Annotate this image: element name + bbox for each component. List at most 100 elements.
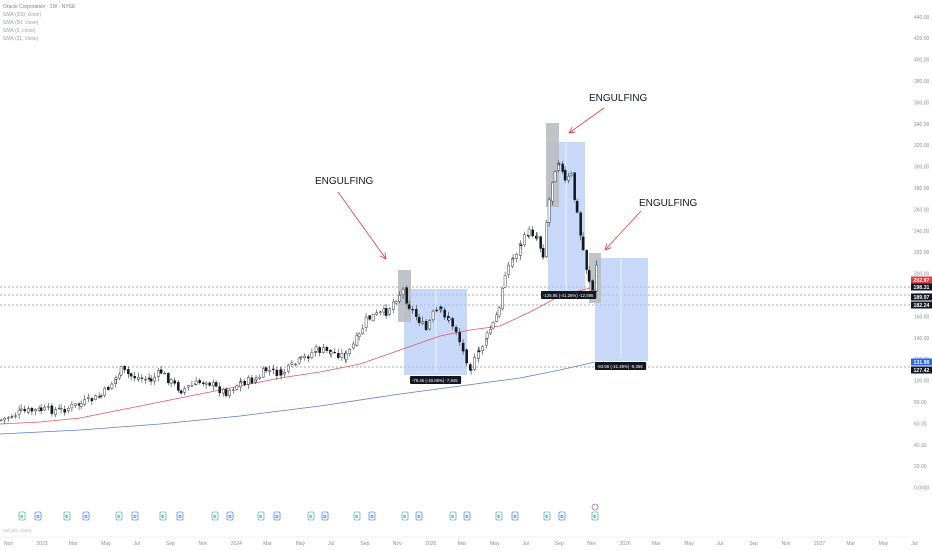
candle-body <box>310 352 314 358</box>
event-marker <box>558 511 566 521</box>
engulfing-label: ENGULFING <box>315 176 374 187</box>
event-marker-label: D <box>36 514 40 519</box>
time-axis-label: Nov <box>587 541 596 547</box>
candle-body <box>214 382 218 387</box>
candle-body <box>314 346 318 352</box>
candle-body <box>447 317 451 321</box>
candle-body <box>211 382 215 387</box>
price-axis-label: 440.00 <box>914 15 930 21</box>
candle-body <box>329 351 333 355</box>
candle-body <box>156 370 160 377</box>
candle-body <box>163 373 167 375</box>
time-axis-label: Nov <box>393 541 402 547</box>
candle-body <box>382 308 386 313</box>
time-axis-label: Nov <box>782 541 791 547</box>
candle-body <box>3 417 6 421</box>
time-axis-label: 2025 <box>425 541 436 547</box>
candle-body <box>258 376 262 379</box>
event-marker-label: D <box>370 514 374 519</box>
time-axis-label: Jul <box>717 541 723 547</box>
candle-body <box>6 417 10 419</box>
price-tag-label: 182.24 <box>914 303 930 309</box>
candle-body <box>268 370 272 372</box>
candle-body <box>279 369 283 376</box>
symbol-title: Oracle Corporation · 1W · NYSE <box>3 4 76 10</box>
candle-body <box>224 389 228 396</box>
candle-body <box>159 369 163 374</box>
price-axis-label: 140.00 <box>914 336 930 342</box>
price-axis-label: 360.00 <box>914 100 930 106</box>
event-marker-label: E <box>545 514 548 519</box>
candle-body <box>379 311 382 313</box>
candle-body <box>415 308 418 317</box>
candle-body <box>149 378 153 382</box>
engulfing-highlight <box>398 270 411 322</box>
candle-body <box>473 357 477 370</box>
candle-body <box>503 275 507 288</box>
candle-body <box>198 380 202 384</box>
candle-body <box>348 349 352 354</box>
price-axis-label: 260.00 <box>914 207 930 213</box>
candle-body <box>368 315 372 320</box>
event-marker <box>449 511 457 521</box>
time-axis-label: Nov <box>198 541 207 547</box>
candle-body <box>228 389 232 397</box>
event-marker-label: E <box>65 514 68 519</box>
candle-body <box>388 308 392 315</box>
candle-body <box>417 317 421 323</box>
measure-label: -125.95 (-41.26%) -12,595 <box>543 293 594 298</box>
candle-body <box>527 228 531 236</box>
price-tag <box>911 293 932 301</box>
candle-body <box>398 295 402 302</box>
candle-body <box>485 332 489 339</box>
candle-body <box>421 321 425 324</box>
event-marker <box>34 511 42 521</box>
arrowhead-icon <box>604 243 612 251</box>
candle-body <box>19 408 23 411</box>
candle-body <box>103 387 106 396</box>
candle-body <box>344 353 348 360</box>
candle-body <box>465 349 469 364</box>
candle-body <box>201 382 205 384</box>
event-marker-label: D <box>228 514 232 519</box>
candle-body <box>557 162 560 171</box>
candle-body <box>176 382 180 391</box>
candle-body <box>424 321 428 330</box>
candle-body <box>86 397 90 399</box>
price-axis-label: 240.00 <box>914 229 930 235</box>
candle-body <box>431 310 435 320</box>
candle-body <box>361 328 365 334</box>
candle-body <box>110 383 114 389</box>
event-marker <box>18 511 26 521</box>
price-axis-label: 20.00 <box>914 464 927 470</box>
candle-body <box>70 404 74 409</box>
time-axis-label: Sep <box>749 541 758 547</box>
event-marker <box>273 511 281 521</box>
candle-body <box>43 406 46 411</box>
candle-body <box>34 409 37 412</box>
event-marker <box>176 511 184 521</box>
volume-label: Vol (20, close) <box>3 528 32 533</box>
event-marker-label: E <box>593 514 596 519</box>
price-axis-label: 300.00 <box>914 165 930 171</box>
event-marker <box>463 511 471 521</box>
candle-body <box>511 257 515 260</box>
candle-body <box>375 312 379 315</box>
candle-body <box>337 353 340 358</box>
candle-body <box>173 380 177 384</box>
time-axis-label: Sep <box>360 541 369 547</box>
candle-body <box>435 309 439 312</box>
time-axis-label: Mar <box>263 541 272 547</box>
candle-body <box>579 212 582 236</box>
event-marker <box>543 511 551 521</box>
candle-body <box>461 342 465 352</box>
price-tag <box>911 276 932 284</box>
candle-body <box>294 363 297 366</box>
candle-body <box>318 347 322 353</box>
chart-legend: Oracle Corporation · 1W · NYSE SMA (200,… <box>3 3 75 43</box>
time-axis-label: May <box>101 541 111 547</box>
price-tag-label: 202.97 <box>914 278 930 284</box>
event-marker-label: E <box>117 514 120 519</box>
candle-body <box>411 309 415 311</box>
